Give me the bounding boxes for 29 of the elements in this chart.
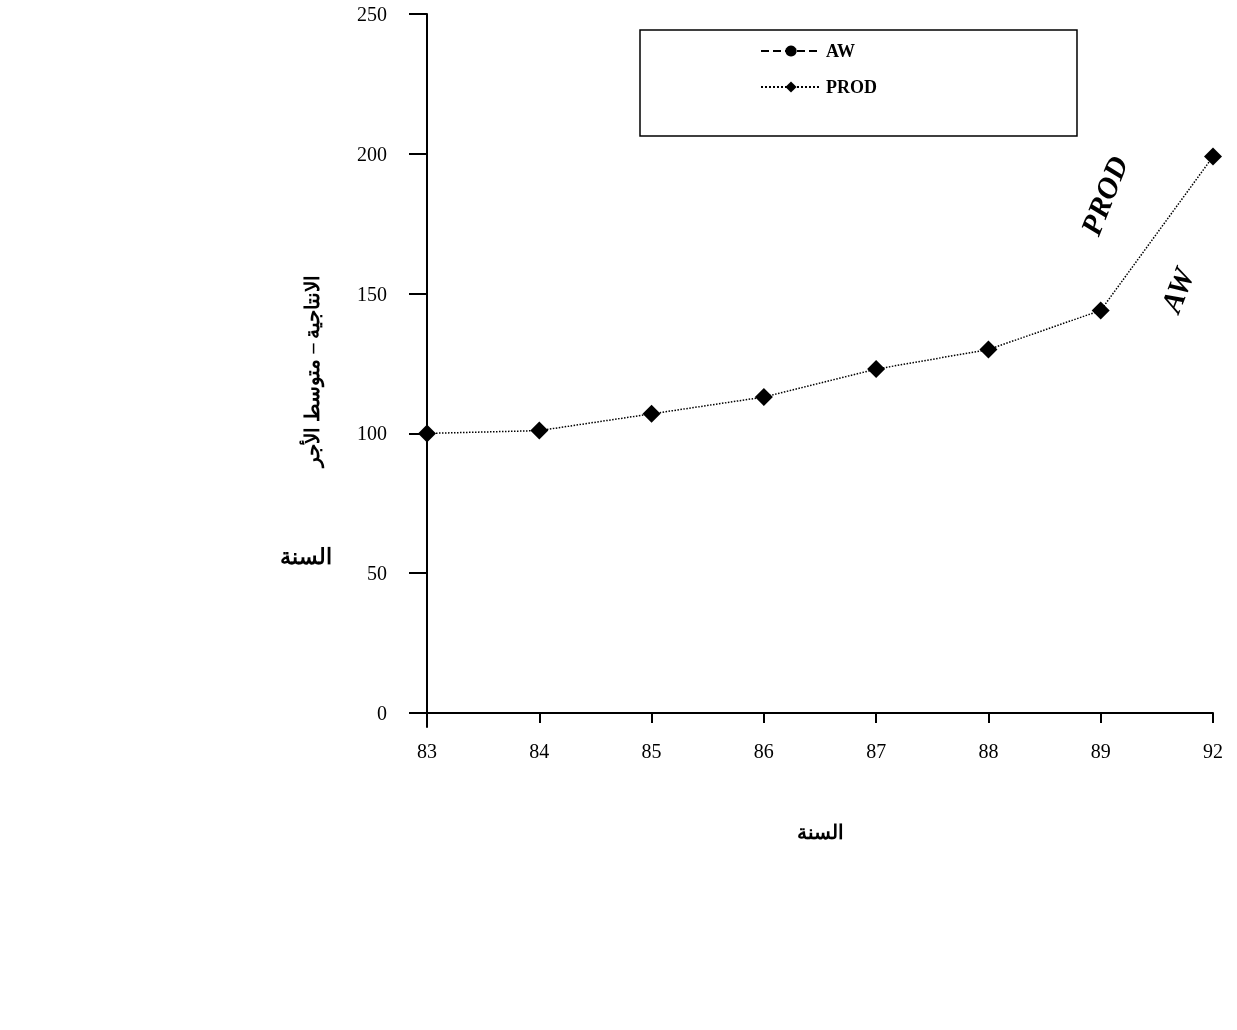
point <box>979 340 998 359</box>
point <box>1091 301 1110 320</box>
point <box>530 421 549 440</box>
y-tick-label: 0 <box>377 702 387 725</box>
legend-label: AW <box>826 41 856 61</box>
x-tick-label: 89 <box>1090 740 1111 762</box>
x-tick-label: 84 <box>529 740 550 762</box>
annotation: AW <box>1152 261 1202 319</box>
point <box>1204 147 1222 166</box>
text: السنة <box>280 543 332 569</box>
point <box>418 424 436 443</box>
x-tick-label: 88 <box>978 740 999 762</box>
point <box>754 388 773 407</box>
x-tick-label: 85 <box>641 740 662 762</box>
point <box>867 360 886 379</box>
x-tick-label: 86 <box>753 740 774 762</box>
y-tick-label: 100 <box>357 422 387 445</box>
y-tick-label: 50 <box>367 562 387 585</box>
y-tick-label: 250 <box>357 3 387 25</box>
y-tick-label: 200 <box>357 142 387 165</box>
x-tick-label: 87 <box>866 740 887 762</box>
x-tick-label: 83 <box>417 740 437 762</box>
x-tick-label: 92 <box>1203 740 1223 762</box>
legend-label: PROD <box>826 77 877 97</box>
y-axis-title: الانتاجية – متوسط الأجر <box>299 274 325 469</box>
y-tick-label: 150 <box>357 282 387 305</box>
x-axis-title: السنة <box>796 821 844 843</box>
point <box>642 404 661 423</box>
annotation: PROD <box>1073 151 1135 241</box>
